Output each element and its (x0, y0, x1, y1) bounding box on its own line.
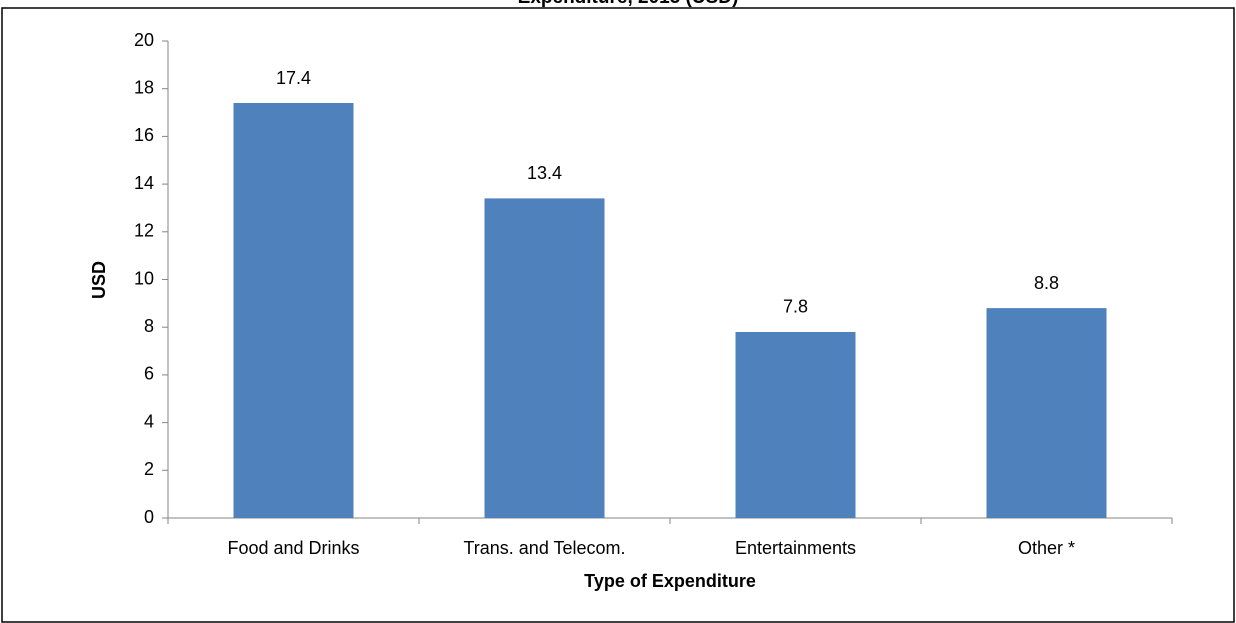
y-tick-label: 0 (144, 507, 154, 527)
x-axis-label: Type of Expenditure (584, 571, 756, 591)
bar (735, 331, 856, 518)
y-tick-label: 14 (134, 173, 154, 193)
value-label: 8.8 (1034, 273, 1059, 293)
y-tick-label: 18 (134, 77, 154, 97)
x-tick-label: Trans. and Telecom. (463, 538, 625, 558)
chart-title: Expenditure, 2015 (USD) (518, 0, 739, 8)
x-tick-label: Entertainments (735, 538, 856, 558)
y-tick-label: 10 (134, 268, 154, 288)
bar (986, 308, 1107, 518)
value-label: 13.4 (527, 163, 562, 183)
y-tick-label: 12 (134, 221, 154, 241)
bar (233, 103, 354, 518)
value-label: 17.4 (276, 68, 311, 88)
y-tick-label: 8 (144, 316, 154, 336)
y-tick-label: 4 (144, 411, 154, 431)
y-tick-label: 2 (144, 459, 154, 479)
x-tick-label: Other * (1018, 538, 1075, 558)
y-tick-label: 6 (144, 364, 154, 384)
y-tick-label: 20 (134, 30, 154, 50)
y-axis-label: USD (89, 261, 109, 299)
bar (484, 198, 605, 518)
x-tick-label: Food and Drinks (227, 538, 359, 558)
y-tick-label: 16 (134, 125, 154, 145)
value-label: 7.8 (783, 297, 808, 317)
